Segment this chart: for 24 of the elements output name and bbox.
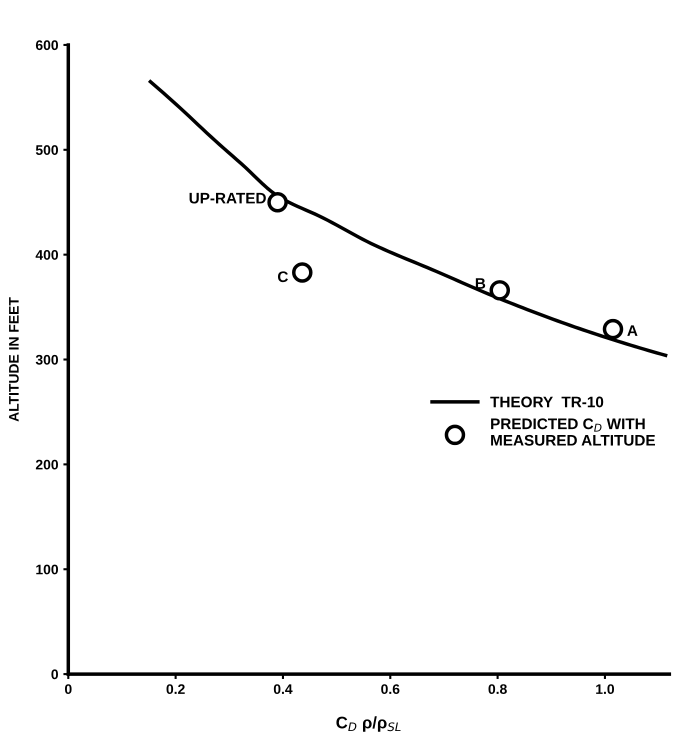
y-tick-label: 600: [36, 40, 58, 50]
annotation: UP-RATED: [190, 192, 266, 204]
legend-label: THEORY TR-10: [490, 396, 604, 408]
x-tick-label: 0.8: [488, 684, 507, 694]
y-tick-label: 500: [36, 145, 58, 155]
y-tick-label: 300: [36, 354, 58, 365]
y-tick-label: 100: [36, 564, 58, 574]
point: [602, 318, 624, 340]
x-tick-label: 0.2: [166, 684, 185, 694]
legend-label: PREDICTED C$_{D}$ WITH MEASURED ALTITUDE: [491, 418, 655, 446]
x-tick-label: 1.0: [596, 684, 614, 694]
x-tick-label: 0: [64, 684, 72, 694]
y-tick-label: 200: [36, 460, 58, 470]
y-tick-label: 0: [51, 669, 58, 680]
annotation: A: [627, 325, 638, 336]
annotation: C: [278, 271, 288, 282]
x-tick-label: 0.6: [381, 684, 400, 694]
y-tick-label: 400: [36, 250, 58, 260]
x-axis-title: C$_{D}$ ρ/ρ$_{SL}$: [336, 716, 401, 732]
point: [267, 192, 288, 212]
y-axis-title: ALTITUDE IN FEET: [9, 297, 19, 422]
point: [490, 280, 510, 301]
x-tick-label: 0.4: [274, 684, 293, 694]
point: [292, 262, 313, 283]
